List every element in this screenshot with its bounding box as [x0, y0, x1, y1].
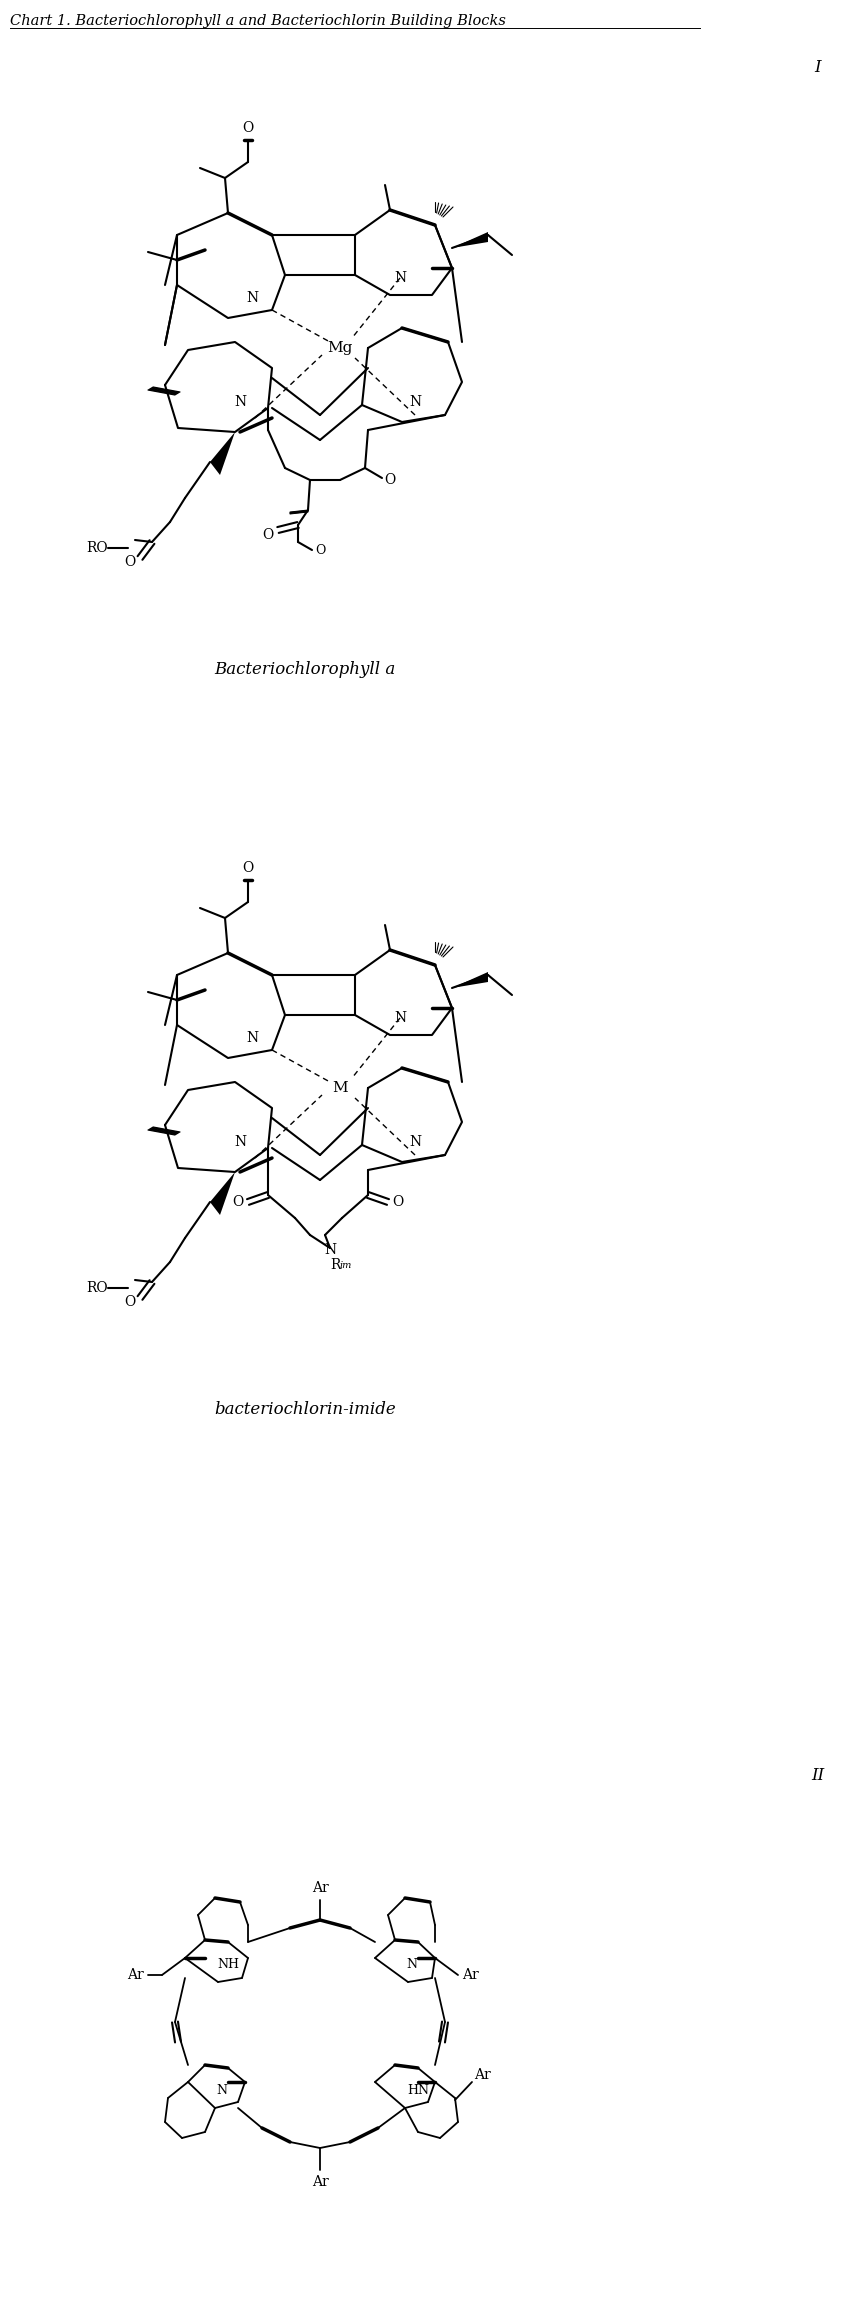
- Text: N: N: [394, 1010, 406, 1024]
- Polygon shape: [210, 432, 235, 474]
- Polygon shape: [452, 971, 488, 987]
- Text: O: O: [385, 474, 396, 488]
- Text: N: N: [394, 271, 406, 284]
- Text: O: O: [125, 555, 136, 569]
- Text: Ar: Ar: [312, 1882, 329, 1896]
- Text: R: R: [330, 1258, 340, 1272]
- Text: NH: NH: [217, 1958, 239, 1972]
- Text: RO: RO: [86, 1281, 108, 1295]
- Text: N: N: [234, 395, 246, 409]
- Text: N: N: [407, 1958, 418, 1972]
- Text: O: O: [232, 1195, 244, 1209]
- Text: RO: RO: [86, 541, 108, 555]
- Text: II: II: [811, 1766, 825, 1783]
- Text: N: N: [409, 395, 421, 409]
- Text: N: N: [409, 1135, 421, 1149]
- Text: O: O: [263, 527, 274, 541]
- Polygon shape: [452, 231, 488, 247]
- Text: N: N: [324, 1244, 336, 1258]
- Text: O: O: [242, 120, 253, 134]
- Text: N: N: [246, 291, 258, 305]
- Text: Mg: Mg: [327, 340, 352, 356]
- Text: N: N: [234, 1135, 246, 1149]
- Text: O: O: [392, 1195, 404, 1209]
- Text: bacteriochlorin-imide: bacteriochlorin-imide: [214, 1401, 396, 1420]
- Polygon shape: [210, 1172, 235, 1216]
- Text: O: O: [242, 860, 253, 874]
- Text: M: M: [332, 1082, 348, 1096]
- Text: Ar: Ar: [473, 2067, 490, 2083]
- Text: Ar: Ar: [126, 1968, 143, 1981]
- Text: N: N: [217, 2083, 228, 2097]
- Text: Chart 1. Bacteriochlorophyll a and Bacteriochlorin Building Blocks: Chart 1. Bacteriochlorophyll a and Bacte…: [10, 14, 506, 28]
- Text: N: N: [246, 1031, 258, 1045]
- Text: Bacteriochlorophyll a: Bacteriochlorophyll a: [214, 661, 396, 677]
- Text: im: im: [340, 1260, 352, 1269]
- Text: Ar: Ar: [462, 1968, 479, 1981]
- Text: I: I: [815, 60, 822, 76]
- Text: O: O: [125, 1295, 136, 1309]
- Text: HN: HN: [407, 2083, 429, 2097]
- Text: O: O: [315, 543, 325, 557]
- Text: Ar: Ar: [312, 2176, 329, 2189]
